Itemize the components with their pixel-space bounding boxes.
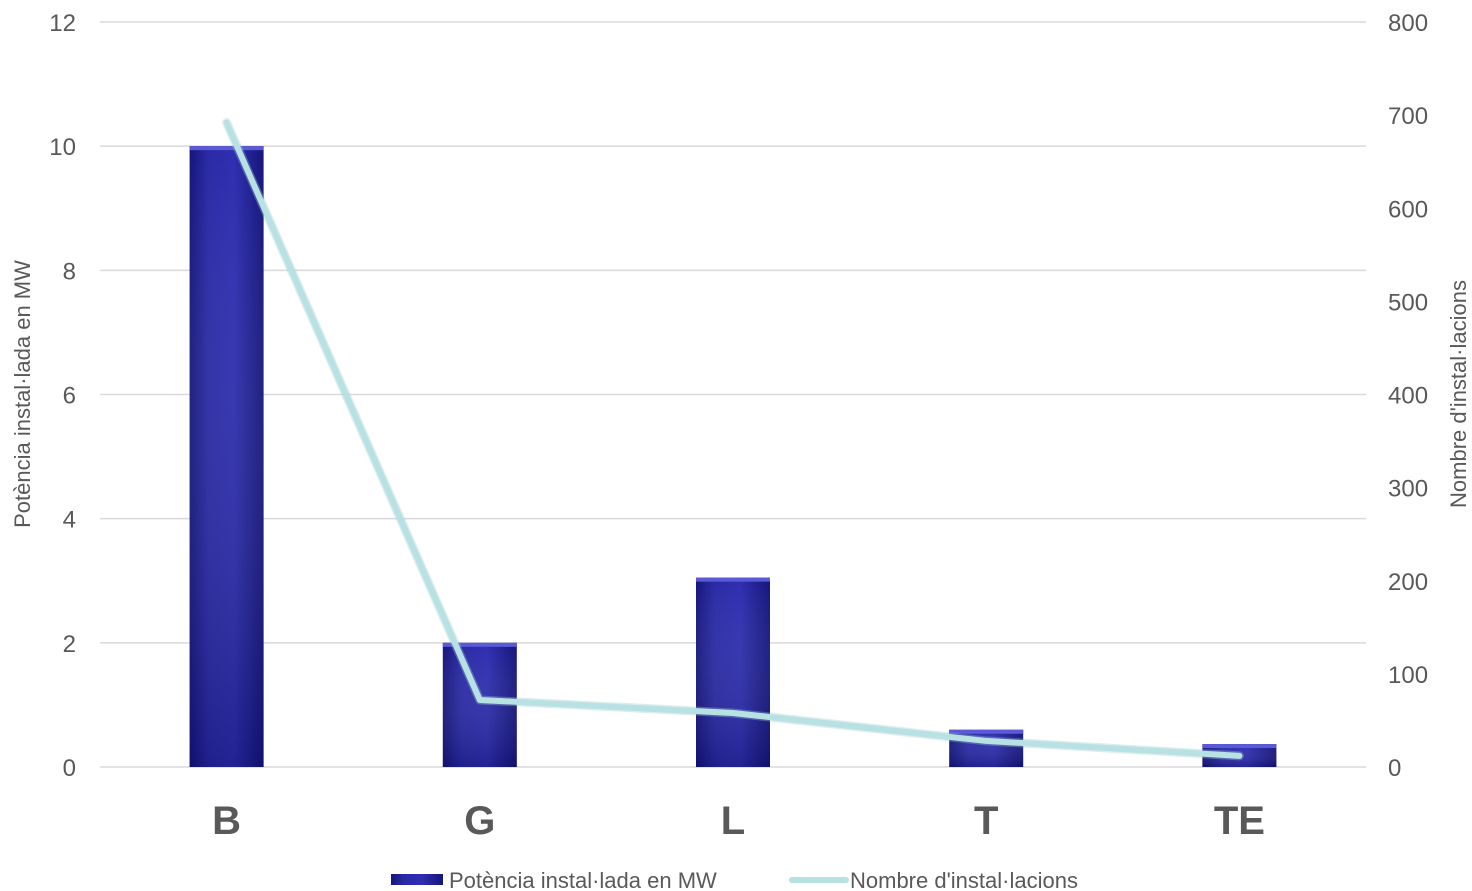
right-tick-label: 300 bbox=[1388, 476, 1428, 503]
bar-top-highlight bbox=[696, 577, 770, 582]
left-tick-label: 6 bbox=[63, 383, 76, 410]
bar-shade bbox=[442, 642, 517, 767]
legend-item-line: Nombre d'instal·lacions bbox=[789, 868, 1078, 891]
category-label: G bbox=[464, 799, 495, 843]
left-tick-label: 12 bbox=[49, 10, 76, 37]
bar bbox=[696, 577, 770, 767]
category-label: T bbox=[974, 799, 998, 843]
category-label: L bbox=[721, 799, 745, 843]
right-tick-label: 200 bbox=[1388, 569, 1428, 596]
right-tick-label: 800 bbox=[1388, 10, 1428, 37]
bar-shade bbox=[189, 146, 264, 767]
bar-shade bbox=[696, 577, 770, 767]
legend: Potència instal·lada en MW Nombre d'inst… bbox=[391, 868, 1078, 891]
right-tick-label: 500 bbox=[1388, 289, 1428, 316]
legend-swatch-bar bbox=[391, 874, 443, 885]
legend-item-bar: Potència instal·lada en MW bbox=[391, 868, 717, 891]
left-tick-label: 8 bbox=[63, 258, 76, 285]
right-tick-label: 100 bbox=[1388, 662, 1428, 689]
left-tick-label: 4 bbox=[63, 507, 76, 534]
bar-top-highlight bbox=[949, 729, 1024, 734]
right-tick-label: 400 bbox=[1388, 383, 1428, 410]
right-axis-ticks: 0 100 200 300 400 500 600 700 800 bbox=[1388, 10, 1428, 782]
bar-top-highlight bbox=[442, 642, 517, 647]
bar-series bbox=[189, 146, 1277, 767]
bar-top-highlight bbox=[1202, 744, 1277, 749]
right-tick-label: 600 bbox=[1388, 196, 1428, 223]
bar bbox=[949, 729, 1024, 767]
right-tick-label: 0 bbox=[1388, 755, 1401, 782]
gridlines bbox=[100, 21, 1366, 768]
legend-label-bar: Potència instal·lada en MW bbox=[449, 868, 717, 891]
bar bbox=[189, 146, 264, 767]
left-tick-label: 10 bbox=[49, 134, 76, 161]
left-tick-label: 0 bbox=[63, 755, 76, 782]
left-axis-ticks: 0 2 4 6 8 10 12 bbox=[49, 10, 76, 782]
bar bbox=[442, 642, 517, 767]
left-tick-label: 2 bbox=[63, 631, 76, 658]
category-label: B bbox=[212, 799, 241, 843]
category-label: TE bbox=[1214, 799, 1265, 843]
left-axis-title: Potència instal·lada en MW bbox=[10, 260, 35, 528]
line-series bbox=[222, 118, 1244, 761]
right-axis-title: Nombre d'instal·lacions bbox=[1446, 280, 1471, 508]
legend-label-line: Nombre d'instal·lacions bbox=[850, 868, 1078, 891]
right-tick-label: 700 bbox=[1388, 103, 1428, 130]
bar-top-highlight bbox=[189, 146, 264, 151]
category-axis-labels: B G L T TE bbox=[212, 799, 1265, 843]
